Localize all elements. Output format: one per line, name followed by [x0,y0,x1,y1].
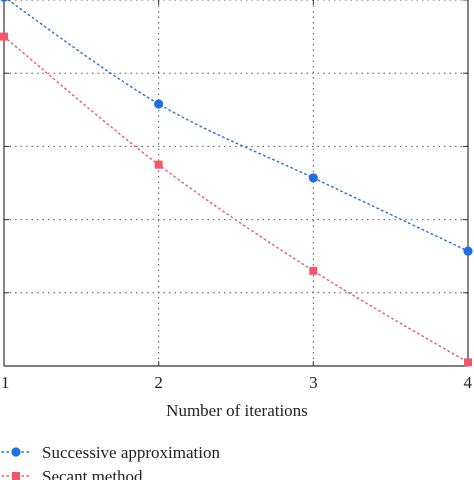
x-tick-labels: 1 2 3 4 [1,373,473,392]
series-1 [0,0,473,256]
legend-label: Secant method [42,467,143,480]
data-point [464,358,472,367]
series-layer [0,0,473,367]
legend-marker [12,472,20,480]
x-tick-label: 4 [464,373,473,392]
legend-marker [11,447,21,457]
data-point [308,173,318,183]
legend-entry-1: Successive approximation [1,443,220,462]
series-line [3,35,469,364]
axes [3,0,469,367]
data-point [309,266,318,275]
legend-label: Successive approximation [42,443,220,462]
data-point [154,160,163,169]
grid [4,0,468,366]
legend: Successive approximation Secant method [1,443,220,480]
series-2 [0,32,472,367]
x-tick-label: 1 [1,373,10,392]
data-point [0,32,8,41]
x-axis-label: Number of iterations [166,401,308,420]
x-tick-label: 2 [154,373,163,392]
series-line [6,0,469,252]
x-tick-label: 3 [309,373,318,392]
data-point [0,0,8,2]
legend-entry-2: Secant method [1,467,143,480]
data-point [463,246,473,256]
data-point [154,99,164,109]
